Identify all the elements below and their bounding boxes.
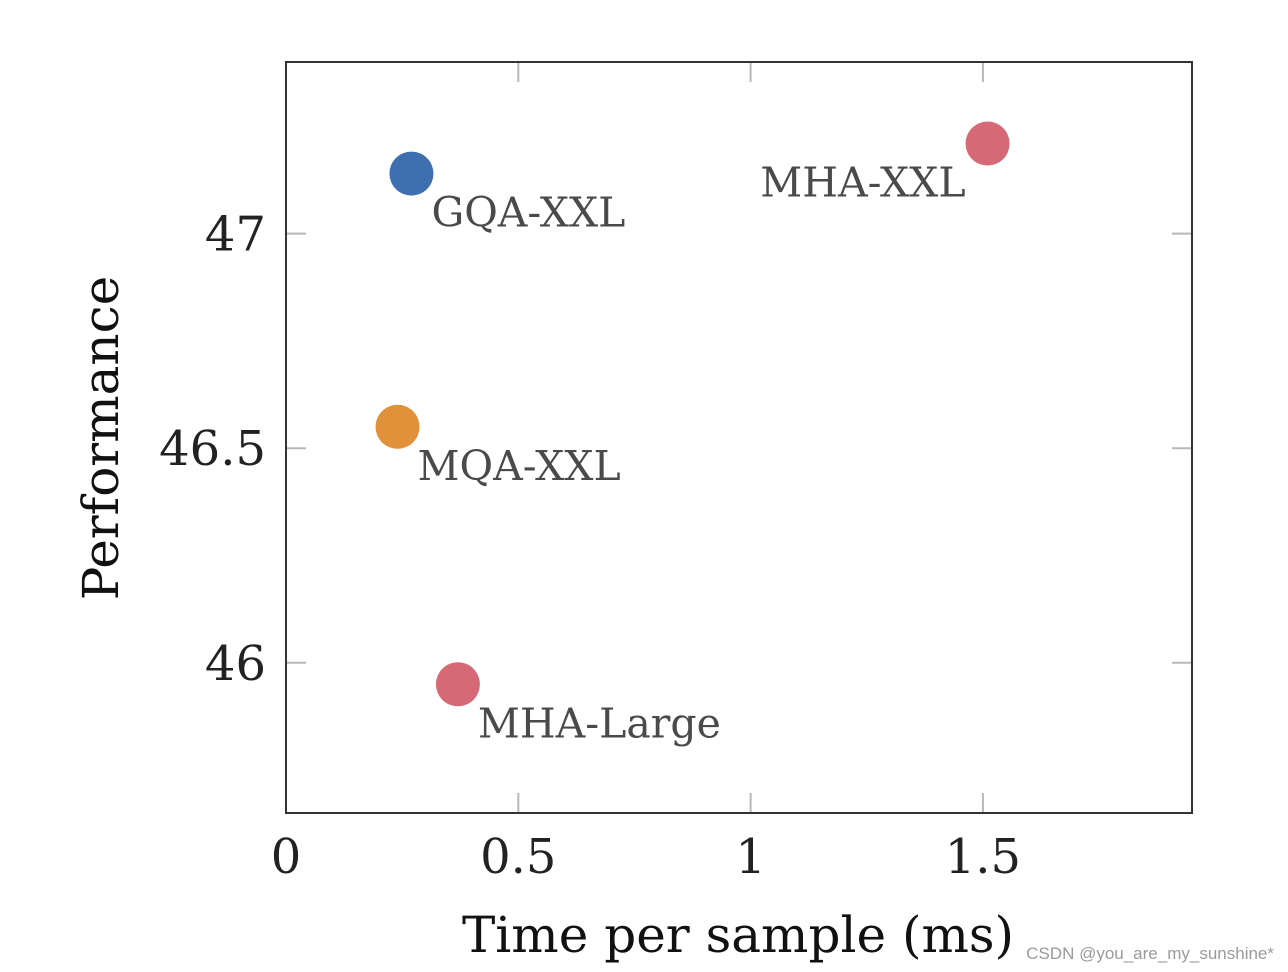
point-label-gqa-xxl: GQA-XXL xyxy=(431,189,625,237)
x-tick-label: 0 xyxy=(271,829,302,885)
data-point-mqa-xxl xyxy=(375,404,420,449)
axis-ticks xyxy=(285,62,1192,813)
point-label-mha-xxl: MHA-XXL xyxy=(760,159,965,207)
data-point-mha-large xyxy=(435,662,480,707)
y-tick-label: 47 xyxy=(205,207,266,263)
x-tick-label: 1.5 xyxy=(945,829,1021,885)
data-point-mha-xxl xyxy=(965,121,1010,166)
watermark-text: CSDN @you_are_my_sunshine* xyxy=(1026,944,1274,963)
data-point-gqa-xxl xyxy=(389,151,434,196)
x-tick-label: 1 xyxy=(735,829,766,885)
point-label-mqa-xxl: MQA-XXL xyxy=(418,442,621,490)
data-points xyxy=(375,121,1010,707)
y-tick-label: 46 xyxy=(205,636,266,692)
x-tick-labels: 0 0.5 1 1.5 xyxy=(271,829,1021,885)
y-tick-labels: 46 46.5 47 xyxy=(159,207,266,692)
x-tick-label: 0.5 xyxy=(480,829,556,885)
x-axis-title: Time per sample (ms) xyxy=(462,906,1014,964)
y-axis-title: Performance xyxy=(72,276,130,600)
point-labels: GQA-XXL MHA-XXL MQA-XXL MHA-Large xyxy=(418,159,966,748)
point-label-mha-large: MHA-Large xyxy=(478,699,721,747)
y-tick-label: 46.5 xyxy=(159,421,266,477)
plot-frame xyxy=(285,61,1193,814)
